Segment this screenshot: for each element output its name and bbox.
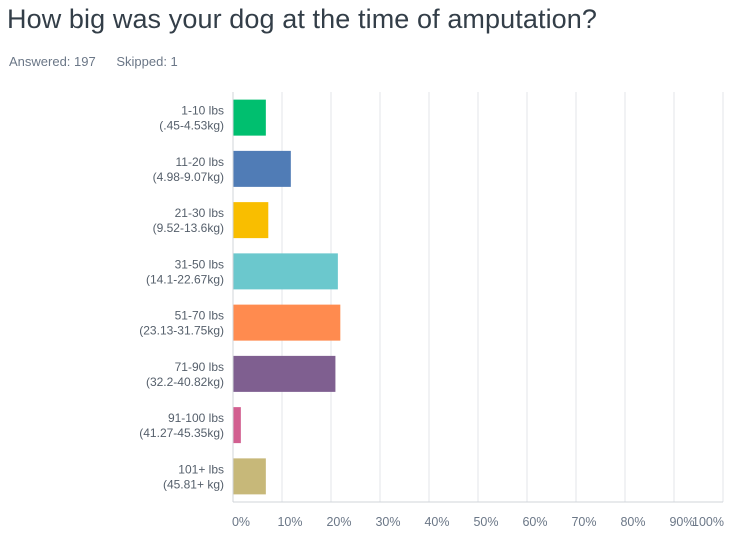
category-label: (41.27-45.35kg) bbox=[139, 426, 224, 440]
category-label: 31-50 lbs bbox=[175, 257, 224, 271]
category-label: (45.81+ kg) bbox=[163, 477, 224, 491]
category-label: 51-70 lbs bbox=[175, 309, 224, 323]
bar bbox=[233, 253, 338, 290]
category-label: (9.52-13.6kg) bbox=[153, 221, 224, 235]
category-label: (23.13-31.75kg) bbox=[139, 324, 224, 338]
category-label: 1-10 lbs bbox=[181, 104, 224, 118]
question-title: How big was your dog at the time of ampu… bbox=[7, 4, 598, 34]
answered-count: Answered: 197 bbox=[9, 54, 96, 69]
category-label: 21-30 lbs bbox=[175, 206, 224, 220]
category-label: (.45-4.53kg) bbox=[159, 119, 224, 133]
x-tick-label: 50% bbox=[473, 515, 498, 529]
x-tick-label: 80% bbox=[620, 515, 645, 529]
category-label: (32.2-40.82kg) bbox=[146, 375, 224, 389]
category-label: (14.1-22.67kg) bbox=[146, 272, 224, 286]
bar bbox=[233, 458, 266, 495]
x-tick-label: 90% bbox=[669, 515, 694, 529]
category-label: (4.98-9.07kg) bbox=[153, 170, 224, 184]
x-tick-label: 40% bbox=[424, 515, 449, 529]
category-label: 91-100 lbs bbox=[168, 411, 224, 425]
x-tick-label: 30% bbox=[375, 515, 400, 529]
bar bbox=[233, 99, 266, 136]
skipped-count: Skipped: 1 bbox=[116, 54, 178, 69]
x-tick-label: 20% bbox=[326, 515, 351, 529]
bar bbox=[233, 407, 241, 444]
x-tick-label: 60% bbox=[522, 515, 547, 529]
x-tick-label: 70% bbox=[571, 515, 596, 529]
bar bbox=[233, 304, 341, 341]
x-tick-label: 0% bbox=[232, 515, 250, 529]
bar bbox=[233, 202, 269, 239]
category-label: 101+ lbs bbox=[178, 462, 224, 476]
response-stats: Answered: 197 Skipped: 1 bbox=[9, 54, 195, 69]
x-tick-label: 100% bbox=[692, 515, 724, 529]
bar bbox=[233, 150, 291, 187]
category-label: 71-90 lbs bbox=[175, 360, 224, 374]
x-tick-label: 10% bbox=[277, 515, 302, 529]
bar bbox=[233, 355, 336, 392]
category-label: 11-20 lbs bbox=[176, 155, 224, 169]
